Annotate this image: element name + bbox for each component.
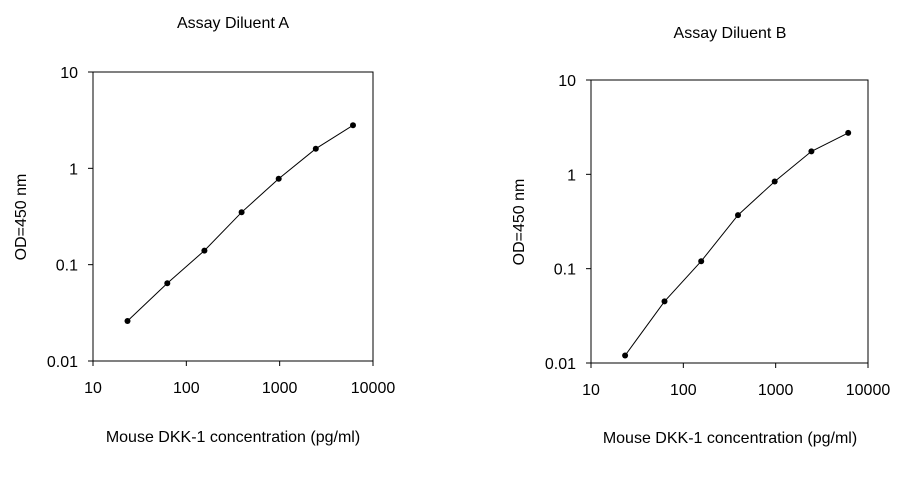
data-point bbox=[698, 258, 705, 265]
x-axis-label: Mouse DKK-1 concentration (pg/ml) bbox=[603, 430, 857, 447]
series-line bbox=[624, 132, 849, 356]
x-tick-labels: 10 100 1000 10000 bbox=[582, 363, 890, 399]
data-point bbox=[312, 145, 319, 152]
data-point bbox=[164, 280, 171, 287]
x-tick-label: 10000 bbox=[351, 380, 396, 397]
data-point bbox=[845, 129, 852, 136]
y-tick-label: 0.01 bbox=[47, 354, 78, 371]
x-tick-labels: 10 100 1000 10000 bbox=[84, 361, 395, 397]
chart-panel-b: Assay Diluent B OD=450 nm Mouse DKK-1 co… bbox=[511, 25, 890, 447]
data-point bbox=[124, 318, 131, 324]
data-point bbox=[622, 352, 629, 359]
plot-frame bbox=[590, 79, 869, 364]
data-point bbox=[350, 122, 356, 129]
data-point bbox=[735, 212, 741, 219]
x-tick-label: 100 bbox=[670, 382, 697, 399]
data-point bbox=[275, 175, 282, 182]
chart-title: Assay Diluent A bbox=[177, 15, 289, 32]
y-tick-label: 0.01 bbox=[545, 356, 576, 373]
chart-title: Assay Diluent B bbox=[674, 25, 787, 42]
chart-panel-a: Assay Diluent A OD=450 nm Mouse DKK-1 co… bbox=[13, 15, 395, 446]
y-tick-label: 1 bbox=[567, 167, 576, 184]
x-tick-label: 10000 bbox=[846, 382, 891, 399]
data-point bbox=[771, 178, 778, 185]
y-tick-labels: 0.01 0.1 1 10 bbox=[47, 65, 93, 371]
x-tick-label: 10 bbox=[582, 382, 600, 399]
y-tick-label: 1 bbox=[69, 161, 78, 178]
series-line bbox=[127, 124, 354, 322]
y-tick-label: 0.1 bbox=[554, 262, 576, 279]
data-point bbox=[808, 148, 815, 155]
x-tick-label: 1000 bbox=[262, 380, 298, 397]
data-marks bbox=[622, 129, 852, 359]
data-point bbox=[201, 247, 208, 254]
y-tick-label: 10 bbox=[60, 65, 78, 82]
y-tick-labels: 0.01 0.1 1 10 bbox=[545, 73, 591, 373]
x-tick-label: 100 bbox=[173, 380, 200, 397]
data-point bbox=[661, 298, 668, 305]
x-axis-label: Mouse DKK-1 concentration (pg/ml) bbox=[106, 429, 360, 446]
x-tick-label: 1000 bbox=[758, 382, 794, 399]
y-tick-label: 10 bbox=[558, 73, 576, 90]
y-axis-label: OD=450 nm bbox=[13, 174, 30, 261]
y-axis-label: OD=450 nm bbox=[511, 179, 528, 266]
data-point bbox=[238, 209, 245, 216]
plot-frame bbox=[92, 71, 374, 362]
x-tick-label: 10 bbox=[84, 380, 102, 397]
y-tick-label: 0.1 bbox=[56, 258, 78, 275]
data-marks bbox=[124, 122, 356, 324]
